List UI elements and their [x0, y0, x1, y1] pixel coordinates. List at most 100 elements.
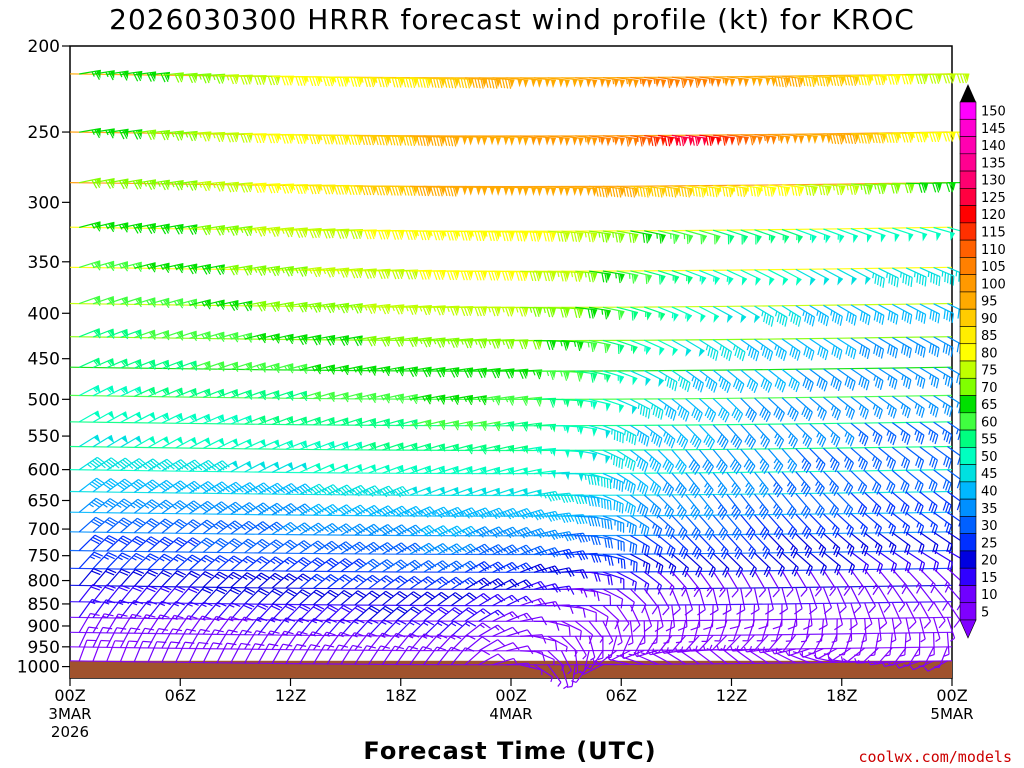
barb-full-flag — [751, 413, 757, 423]
barb-full-flag — [763, 186, 767, 196]
barb-full-flag — [665, 406, 670, 416]
barb-full-flag — [287, 76, 292, 86]
barb-full-flag — [820, 313, 824, 324]
barb-full-flag — [438, 368, 445, 378]
barb-full-flag — [339, 135, 344, 145]
barb-shaft — [272, 227, 295, 231]
barb-pennant — [523, 79, 529, 88]
barb-half-flag — [913, 271, 916, 278]
barb-full-flag — [810, 351, 815, 361]
barb-pennant — [95, 70, 101, 79]
barb-pennant — [509, 339, 515, 348]
barb-full-flag — [325, 304, 332, 314]
barb-shaft — [905, 367, 926, 380]
barb-pennant — [399, 230, 405, 239]
barb-pennant — [344, 229, 350, 238]
barb-half-flag — [942, 373, 946, 380]
barb-full-flag — [788, 76, 792, 87]
barb-shaft — [506, 230, 529, 234]
wind-barb — [589, 306, 611, 320]
barb-full-flag — [411, 367, 418, 377]
barb-half-flag — [647, 186, 650, 192]
wind-barb — [520, 230, 543, 242]
barb-shaft — [147, 387, 169, 398]
barb-pennant — [880, 234, 886, 243]
barb-pennant — [627, 79, 633, 88]
barb-half-flag — [226, 75, 230, 81]
barb-pennant — [482, 306, 488, 315]
wind-barb — [933, 73, 956, 84]
barb-pennant — [523, 232, 529, 241]
barb-shaft — [933, 266, 955, 277]
barb-full-flag — [439, 270, 444, 280]
wind-barb — [161, 412, 184, 424]
wind-barb — [630, 306, 652, 321]
barb-full-flag — [857, 133, 861, 144]
wind-barb — [685, 76, 708, 88]
barb-full-flag — [405, 270, 411, 280]
wind-barb — [891, 367, 912, 390]
barb-full-flag — [460, 78, 465, 89]
barb-pennant — [619, 138, 625, 147]
barb-full-flag — [397, 230, 403, 240]
wind-barb — [878, 396, 897, 419]
barb-half-flag — [705, 344, 709, 351]
barb-full-flag — [865, 380, 870, 391]
barb-full-flag — [411, 395, 418, 405]
barb-pennant — [771, 136, 777, 145]
barb-half-flag — [650, 404, 654, 410]
barb-shaft — [354, 303, 377, 308]
barb-half-flag — [747, 186, 750, 192]
barb-shaft — [795, 228, 817, 238]
barb-shaft — [919, 303, 940, 315]
barb-full-flag — [678, 406, 683, 417]
barb-full-flag — [609, 187, 613, 197]
wind-barb — [685, 398, 703, 423]
wind-barb — [561, 185, 584, 197]
barb-full-flag — [725, 349, 730, 360]
barb-shaft — [906, 182, 929, 185]
barb-full-flag — [691, 186, 695, 197]
barb-full-flag — [425, 186, 430, 197]
wind-barb — [850, 368, 870, 391]
barb-full-flag — [518, 339, 524, 350]
wind-barb — [891, 395, 911, 419]
barb-shaft — [520, 230, 543, 234]
barb-shaft — [272, 265, 294, 271]
barb-full-flag — [721, 379, 727, 390]
barb-full-flag — [726, 383, 731, 393]
wind-barb — [712, 229, 735, 245]
barb-half-flag — [93, 360, 98, 365]
barb-half-flag — [639, 78, 642, 85]
barb-half-flag — [719, 135, 722, 142]
barb-full-flag — [466, 231, 471, 241]
barb-pennant — [109, 128, 115, 138]
barb-full-flag — [838, 350, 843, 360]
barb-shaft — [216, 74, 240, 77]
barb-full-flag — [777, 186, 781, 196]
wind-barb — [740, 229, 762, 245]
barb-full-flag — [549, 232, 553, 242]
barb-shaft — [864, 132, 887, 136]
barb-full-flag — [573, 272, 578, 282]
barb-half-flag — [364, 305, 368, 311]
wind-barb — [120, 178, 143, 190]
barb-full-flag — [720, 409, 726, 419]
barb-pennant — [894, 233, 900, 243]
barb-pennant — [509, 232, 515, 241]
barb-half-flag — [502, 339, 505, 346]
barb-full-flag — [601, 272, 605, 283]
barb-full-flag — [284, 228, 290, 238]
barb-shaft — [106, 328, 128, 338]
wind-barb — [575, 270, 598, 283]
barb-half-flag — [704, 376, 708, 382]
barb-shaft — [285, 183, 308, 186]
barb-pennant — [564, 371, 570, 380]
barb-shaft — [698, 398, 717, 414]
barb-half-flag — [860, 184, 863, 191]
barb-full-flag — [867, 315, 871, 326]
barb-full-flag — [549, 398, 554, 408]
barb-pennant — [192, 224, 198, 234]
barb-half-flag — [774, 311, 778, 317]
